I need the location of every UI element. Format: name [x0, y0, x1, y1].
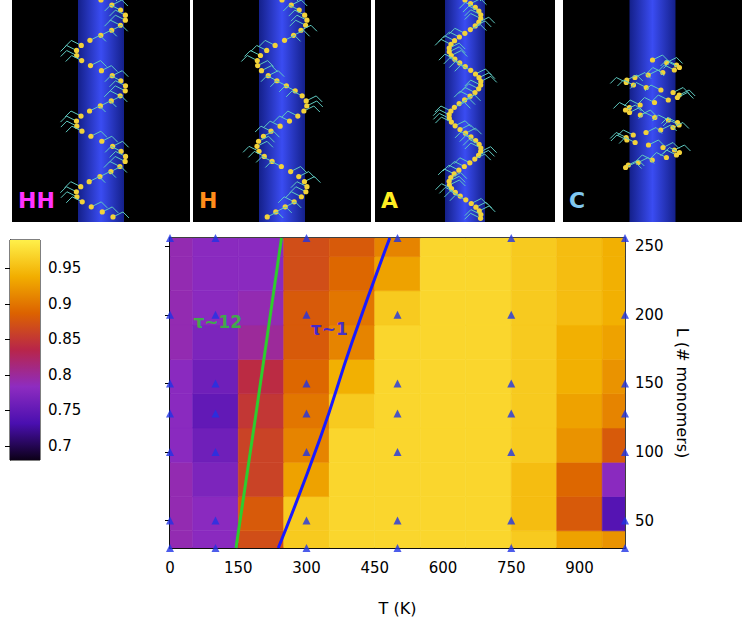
svg-text:150: 150: [224, 559, 253, 577]
svg-text:A: A: [381, 188, 398, 213]
svg-text:H: H: [199, 188, 217, 213]
svg-text:HH: HH: [18, 188, 55, 213]
svg-text:0: 0: [165, 559, 175, 577]
svg-text:450: 450: [360, 559, 389, 577]
svg-text:0.95: 0.95: [48, 259, 81, 277]
svg-text:200: 200: [635, 306, 664, 324]
svg-text:150: 150: [635, 374, 664, 392]
svg-text:τ~12: τ~12: [193, 312, 242, 332]
svg-text:T (K): T (K): [378, 599, 417, 618]
svg-text:0.8: 0.8: [48, 366, 72, 384]
svg-text:100: 100: [635, 443, 664, 461]
svg-text:750: 750: [497, 559, 526, 577]
svg-text:900: 900: [565, 559, 594, 577]
svg-text:0.9: 0.9: [48, 295, 72, 313]
svg-text:L (# monomers): L (# monomers): [673, 328, 692, 459]
svg-text:0.7: 0.7: [48, 437, 72, 455]
svg-text:50: 50: [635, 512, 654, 530]
svg-text:0.85: 0.85: [48, 330, 81, 348]
svg-text:250: 250: [635, 237, 664, 255]
svg-text:τ~1: τ~1: [311, 319, 348, 339]
svg-text:300: 300: [292, 559, 321, 577]
svg-text:600: 600: [429, 559, 458, 577]
svg-text:C: C: [569, 188, 585, 213]
svg-text:0.75: 0.75: [48, 401, 81, 419]
